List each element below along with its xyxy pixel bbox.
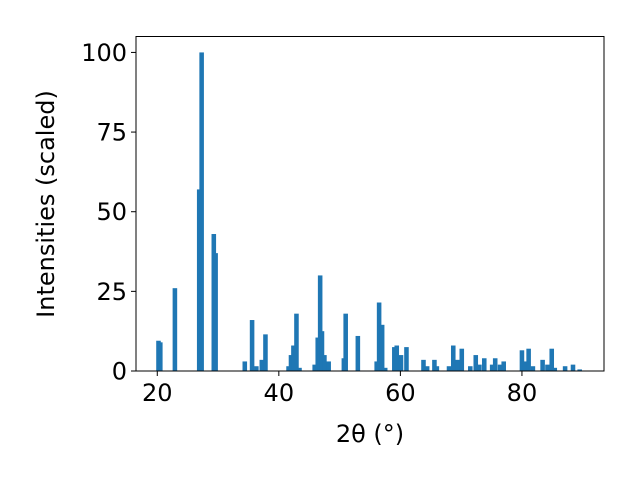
- bar: [549, 348, 555, 371]
- bar: [519, 350, 525, 371]
- bar: [394, 345, 400, 371]
- x-axis-label: 2θ (°): [336, 420, 404, 448]
- bar: [294, 313, 299, 371]
- bar: [501, 361, 506, 371]
- y-tick-label: 75: [96, 119, 127, 147]
- bar: [297, 367, 302, 371]
- bar: [562, 366, 568, 371]
- bar: [398, 355, 404, 371]
- y-tick-label: 0: [112, 358, 127, 386]
- bar: [322, 355, 327, 371]
- bar: [158, 342, 163, 371]
- y-axis-label: Intensities (scaled): [32, 90, 60, 318]
- y-tick-label: 100: [81, 39, 127, 67]
- bar: [526, 348, 531, 371]
- bar: [459, 348, 465, 371]
- bar: [497, 364, 503, 371]
- bar: [196, 189, 202, 371]
- x-axis: 20 40 60 80: [142, 371, 537, 407]
- bar: [540, 359, 545, 371]
- y-axis: 0 25 50 75 100: [81, 39, 136, 386]
- bar: [317, 275, 323, 371]
- bar: [570, 364, 576, 371]
- x-tick-label: 40: [264, 379, 295, 407]
- bar: [489, 364, 495, 371]
- y-tick-label: 50: [96, 198, 127, 226]
- bar: [450, 345, 456, 371]
- bar: [242, 361, 248, 371]
- bar: [392, 347, 397, 371]
- x-tick-label: 80: [507, 379, 538, 407]
- bar: [379, 324, 385, 371]
- bar: [286, 366, 291, 371]
- bar: [530, 366, 536, 371]
- bar: [522, 361, 528, 371]
- bar: [468, 366, 473, 371]
- bar: [199, 52, 204, 372]
- bar: [577, 369, 582, 371]
- bar: [288, 355, 294, 371]
- bar: [545, 364, 550, 371]
- bar: [446, 366, 452, 371]
- bar: [421, 359, 426, 371]
- bar: [432, 359, 437, 371]
- bar: [254, 366, 259, 371]
- bar: [312, 364, 317, 371]
- bar: [291, 345, 296, 371]
- bar: [172, 288, 178, 371]
- bar: [552, 367, 558, 371]
- bar: [473, 355, 479, 371]
- bar: [382, 367, 388, 371]
- bar: [213, 253, 218, 371]
- x-tick-label: 60: [385, 379, 416, 407]
- bar: [481, 358, 487, 371]
- bar: [326, 361, 331, 371]
- bars-group: [156, 52, 582, 372]
- bar: [319, 331, 325, 371]
- bar: [434, 366, 440, 371]
- bar: [355, 335, 361, 371]
- bar: [376, 302, 382, 371]
- bar: [374, 361, 379, 371]
- bar: [259, 359, 265, 371]
- bar: [424, 366, 430, 371]
- x-tick-label: 20: [142, 379, 173, 407]
- bar: [263, 334, 268, 371]
- bar: [492, 358, 498, 371]
- plot-frame: [135, 36, 605, 372]
- bar: [404, 347, 409, 371]
- bar: [477, 364, 482, 371]
- bar: [455, 359, 460, 371]
- bar: [315, 337, 321, 371]
- bar: [343, 313, 348, 371]
- bar: [249, 320, 255, 371]
- y-tick-label: 25: [96, 278, 127, 306]
